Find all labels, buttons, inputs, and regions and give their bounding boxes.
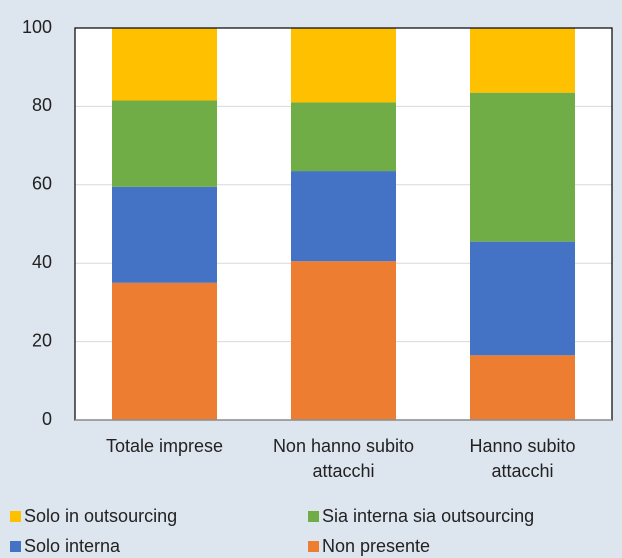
- legend-label: Solo in outsourcing: [24, 506, 178, 526]
- bar-segment: [291, 261, 396, 420]
- y-tick-label: 40: [32, 252, 52, 272]
- y-tick-label: 80: [32, 95, 52, 115]
- bar-segment: [291, 102, 396, 172]
- legend-item: Solo interna: [10, 536, 120, 557]
- x-tick-label: Non hanno subito attacchi: [272, 436, 415, 481]
- y-tick-label: 0: [42, 409, 52, 429]
- bar-segment: [470, 28, 575, 93]
- x-tick-label: Hanno subito attacchi: [469, 436, 576, 481]
- bar-segment: [291, 171, 396, 262]
- y-tick-label: 100: [22, 17, 52, 37]
- legend-item: Solo in outsourcing: [10, 506, 177, 527]
- bar-segment: [291, 28, 396, 103]
- legend-label: Non presente: [322, 536, 431, 556]
- bar-segment: [470, 241, 575, 356]
- legend-item: Sia interna sia outsourcing: [308, 506, 534, 527]
- bar-segment: [112, 186, 217, 283]
- bar-segment: [470, 92, 575, 242]
- legend-swatch: [308, 541, 319, 552]
- bar-segment: [112, 28, 217, 101]
- legend-swatch: [10, 541, 21, 552]
- bar-segment: [112, 100, 217, 187]
- bar-segment: [112, 282, 217, 420]
- bar-segment: [470, 355, 575, 420]
- legend-item: Non presente: [308, 536, 430, 557]
- legend-label: Sia interna sia outsourcing: [322, 506, 535, 526]
- legend-swatch: [308, 511, 319, 522]
- legend-label: Solo interna: [24, 536, 121, 556]
- y-tick-label: 20: [32, 330, 52, 350]
- y-tick-label: 60: [32, 174, 52, 194]
- legend-swatch: [10, 511, 21, 522]
- x-tick-label: Totale imprese: [105, 436, 224, 456]
